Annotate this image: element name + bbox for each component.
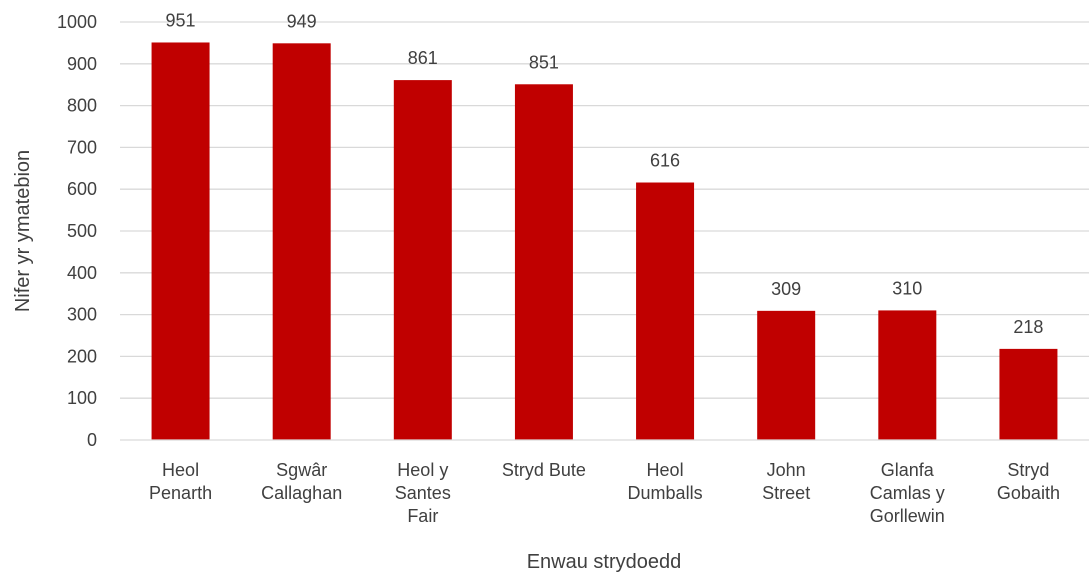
y-axis-title: Nifer yr ymatebion (12, 150, 34, 312)
y-tick-label: 100 (67, 388, 97, 408)
y-axis-ticks: 0 100 200 300 400 500 600 700 800 900 1000 (57, 12, 97, 450)
bar (878, 310, 937, 440)
y-tick-label: 400 (67, 263, 97, 283)
x-category-line: Stryd (1007, 460, 1049, 480)
x-category-label: Sgwâr Callaghan (261, 460, 342, 503)
x-axis-title: Enwau strydoedd (527, 551, 682, 573)
bar (272, 43, 331, 441)
x-category-label: John Street (762, 460, 810, 503)
x-category-line: Camlas y (870, 483, 945, 503)
data-label: 616 (650, 151, 680, 171)
bar (151, 42, 210, 441)
data-label: 218 (1013, 317, 1043, 337)
x-category-line: Stryd Bute (502, 460, 586, 480)
x-category-label: Heol Dumballs (628, 460, 703, 503)
data-label: 861 (408, 48, 438, 68)
x-category-line: Glanfa (881, 460, 935, 480)
y-tick-label: 1000 (57, 12, 97, 32)
x-category-line: Gorllewin (870, 506, 945, 526)
x-category-line: Sgwâr (276, 460, 327, 480)
y-tick-label: 500 (67, 221, 97, 241)
x-category-line: Santes (395, 483, 451, 503)
bar (999, 348, 1058, 440)
data-label: 951 (166, 10, 196, 30)
bar (636, 182, 695, 440)
x-category-label: Heol y Santes Fair (395, 460, 451, 526)
y-tick-label: 900 (67, 54, 97, 74)
x-category-line: Penarth (149, 483, 212, 503)
x-axis-categories: Heol Penarth Sgwâr Callaghan Heol y Santes Fai… (149, 460, 1060, 526)
data-label: 310 (892, 278, 922, 298)
x-category-line: Dumballs (628, 483, 703, 503)
x-category-line: Gobaith (997, 483, 1060, 503)
x-category-label: Stryd Gobaith (997, 460, 1060, 503)
y-tick-label: 200 (67, 346, 97, 366)
bars (151, 42, 1058, 441)
data-label: 309 (771, 279, 801, 299)
bar (393, 80, 452, 441)
x-category-label: Glanfa Camlas y Gorllewin (870, 460, 945, 526)
x-category-line: Heol (162, 460, 199, 480)
x-category-line: John (767, 460, 806, 480)
x-category-line: Fair (407, 506, 438, 526)
bar (514, 84, 573, 441)
y-tick-label: 0 (87, 430, 97, 450)
data-label: 949 (287, 11, 317, 31)
data-label: 851 (529, 52, 559, 72)
x-category-line: Heol y (397, 460, 448, 480)
bar (757, 310, 816, 440)
y-tick-label: 700 (67, 137, 97, 157)
data-labels: 951 949 861 851 616 309 310 218 (166, 10, 1044, 336)
x-category-label: Heol Penarth (149, 460, 212, 503)
x-category-label: Stryd Bute (502, 460, 586, 480)
x-category-line: Street (762, 483, 810, 503)
gridlines (120, 21, 1089, 399)
x-category-line: Callaghan (261, 483, 342, 503)
y-tick-label: 300 (67, 305, 97, 325)
y-tick-label: 800 (67, 96, 97, 116)
x-category-line: Heol (647, 460, 684, 480)
y-tick-label: 600 (67, 179, 97, 199)
